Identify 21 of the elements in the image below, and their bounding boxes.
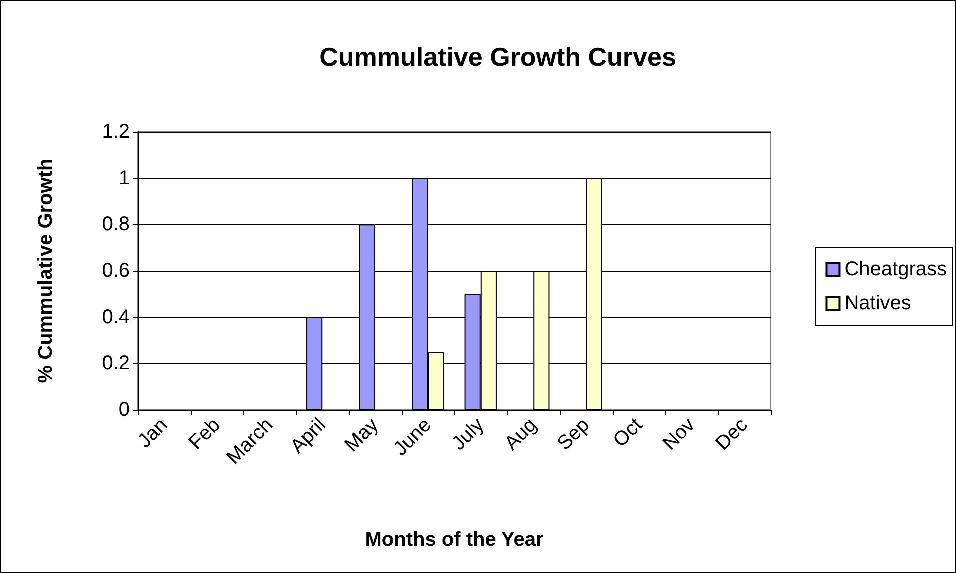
x-tick-label: Aug <box>500 414 542 455</box>
y-tick-label: 0.6 <box>102 260 130 282</box>
y-axis-title: % Cummulative Growth <box>35 158 57 384</box>
y-tick-label: 1.2 <box>102 121 130 143</box>
x-tick-label: May <box>340 414 384 456</box>
x-tick-label: Dec <box>712 414 752 455</box>
y-tick-label: 0.8 <box>102 214 130 236</box>
y-tick-label: 0.4 <box>102 306 130 328</box>
x-tick-label: Nov <box>658 414 700 455</box>
legend-label: Cheatgrass <box>844 258 948 280</box>
x-axis-title: Months of the Year <box>365 529 544 551</box>
y-tick-label: 0.2 <box>102 352 130 375</box>
x-tick-label: Sep <box>553 414 594 455</box>
x-tick-label: Oct <box>609 414 648 452</box>
chart-title: Cummulative Growth Curves <box>320 42 676 72</box>
x-tick-label: Feb <box>184 414 225 454</box>
x-tick-label: July <box>448 414 489 455</box>
y-tick-label: 1 <box>118 167 130 190</box>
x-tick-label: Jan <box>134 414 172 453</box>
legend-label: Natives <box>844 292 912 314</box>
y-tick-label: 0 <box>118 399 130 421</box>
